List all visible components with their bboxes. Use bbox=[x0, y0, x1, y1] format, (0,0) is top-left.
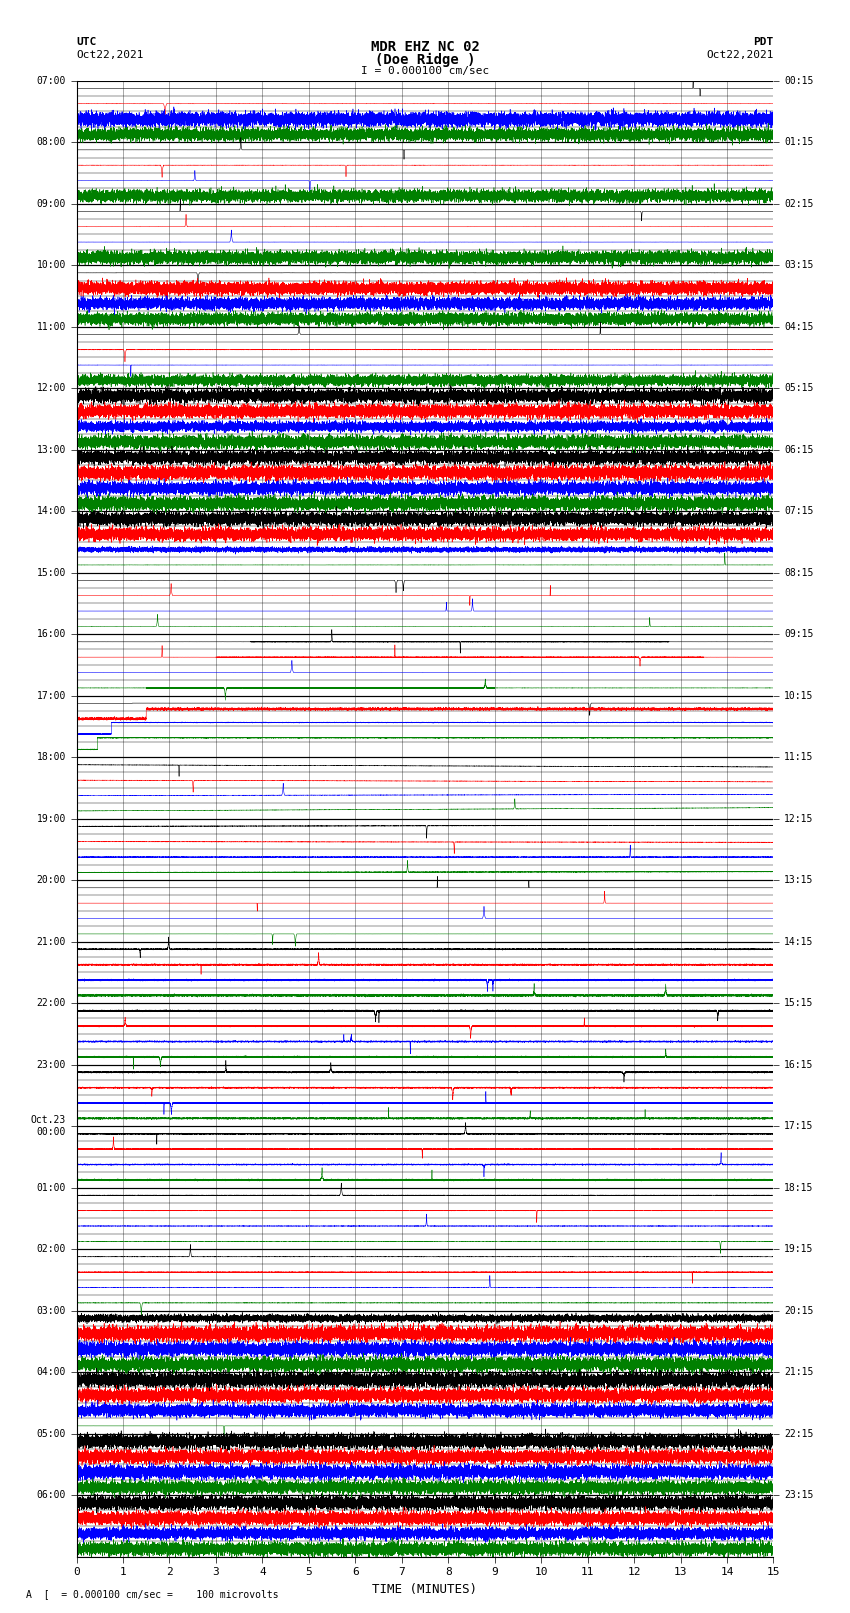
Text: PDT: PDT bbox=[753, 37, 774, 47]
X-axis label: TIME (MINUTES): TIME (MINUTES) bbox=[372, 1582, 478, 1595]
Text: (Doe Ridge ): (Doe Ridge ) bbox=[375, 53, 475, 66]
Text: I = 0.000100 cm/sec: I = 0.000100 cm/sec bbox=[361, 66, 489, 76]
Text: UTC: UTC bbox=[76, 37, 97, 47]
Text: MDR EHZ NC 02: MDR EHZ NC 02 bbox=[371, 40, 479, 53]
Text: A  [  = 0.000100 cm/sec =    100 microvolts: A [ = 0.000100 cm/sec = 100 microvolts bbox=[26, 1589, 278, 1598]
Text: Oct22,2021: Oct22,2021 bbox=[706, 50, 774, 60]
Text: Oct22,2021: Oct22,2021 bbox=[76, 50, 144, 60]
